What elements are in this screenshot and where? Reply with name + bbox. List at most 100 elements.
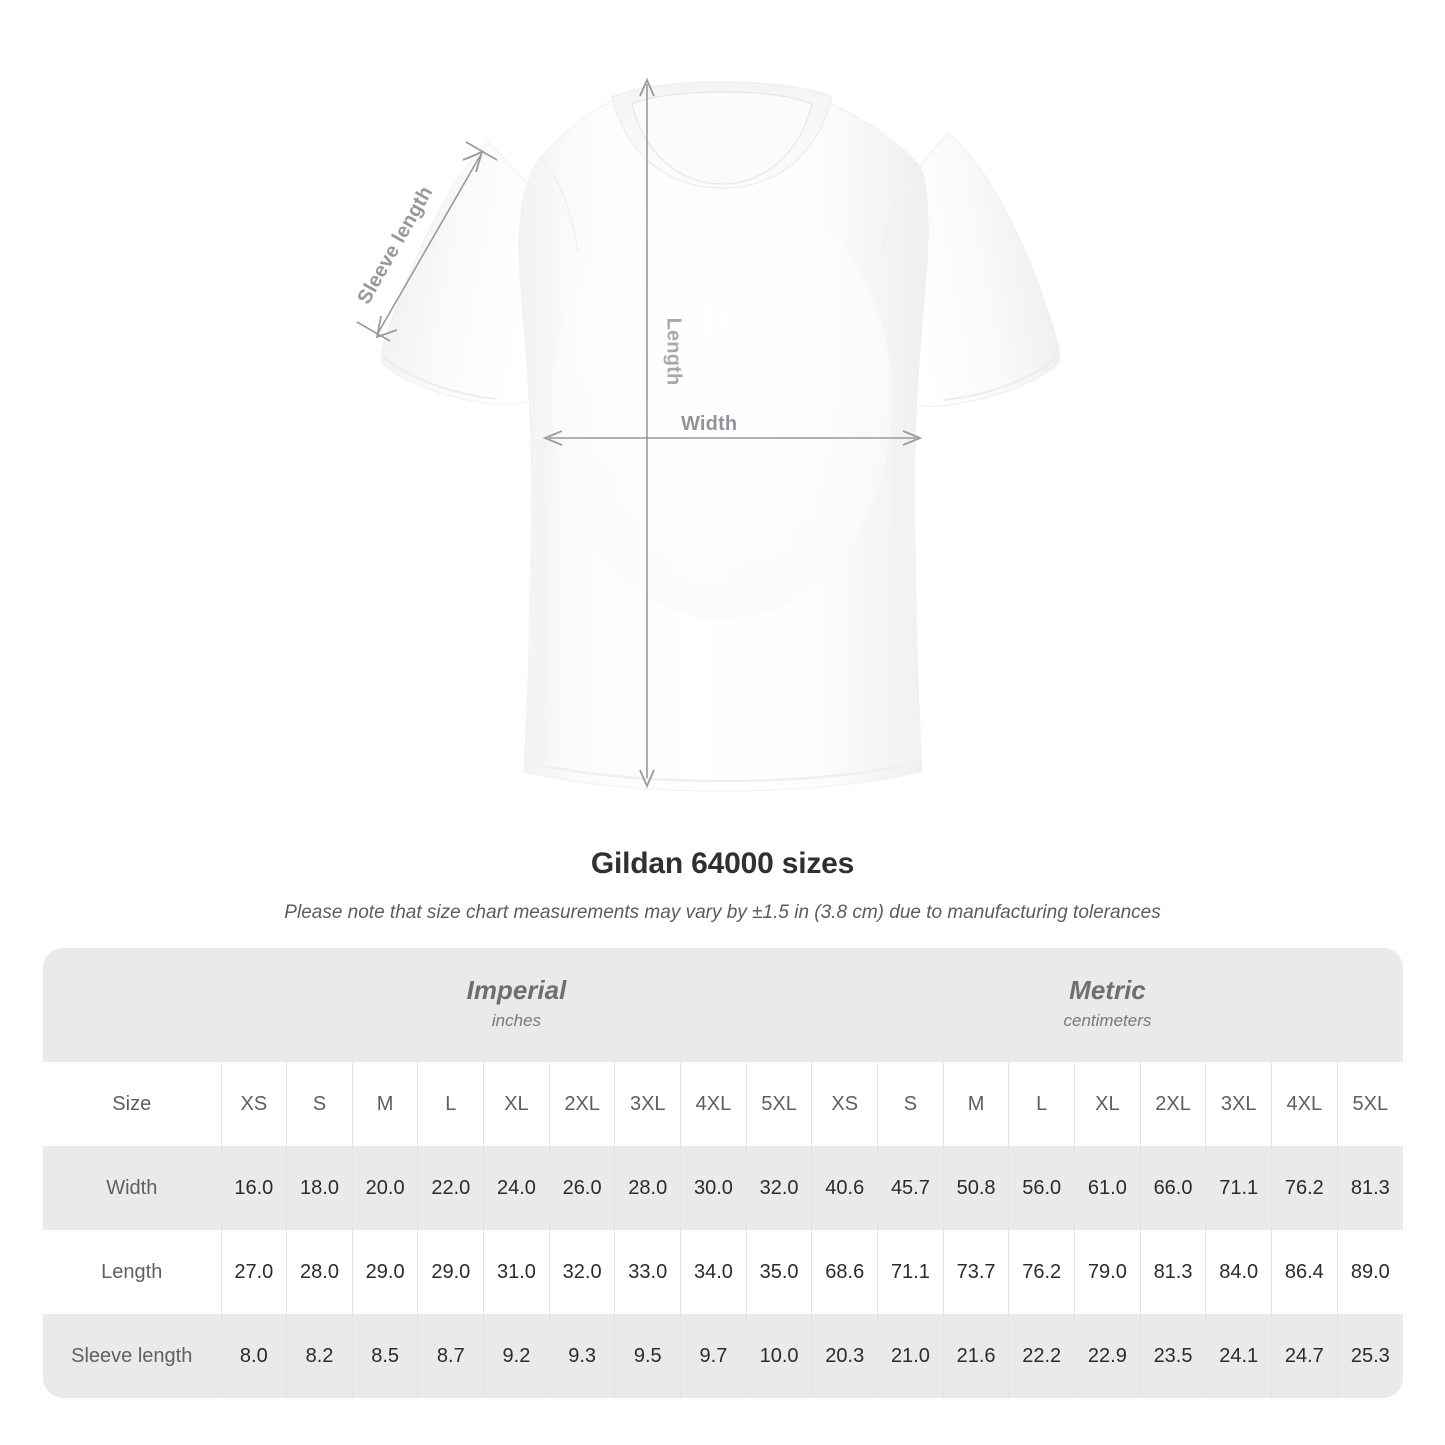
measurement-cell: 81.3 xyxy=(1336,1146,1403,1230)
size-header-cell: XL xyxy=(1074,1062,1141,1146)
measurement-cell: 79.0 xyxy=(1074,1230,1141,1314)
measurement-cell: 8.0 xyxy=(220,1314,287,1398)
size-header-cell: S xyxy=(877,1062,944,1146)
size-header-cell: L xyxy=(1008,1062,1075,1146)
size-header-cell: XS xyxy=(220,1062,287,1146)
size-header-cell: 2XL xyxy=(1139,1062,1206,1146)
size-header-cell: S xyxy=(286,1062,353,1146)
measurement-cell: 56.0 xyxy=(1008,1146,1075,1230)
measurement-cell: 31.0 xyxy=(483,1230,550,1314)
size-header-cell: 5XL xyxy=(1336,1062,1403,1146)
measurement-cell: 68.6 xyxy=(811,1230,878,1314)
row-label: Sleeve length xyxy=(43,1314,221,1398)
measurement-cell: 61.0 xyxy=(1074,1146,1141,1230)
measurement-cell: 76.2 xyxy=(1008,1230,1075,1314)
measurement-cell: 29.0 xyxy=(417,1230,484,1314)
title-block: Gildan 64000 sizes Please note that size… xyxy=(0,845,1445,925)
measurement-cell: 28.0 xyxy=(286,1230,353,1314)
measurement-cell: 28.0 xyxy=(614,1146,681,1230)
measurement-cell: 9.5 xyxy=(614,1314,681,1398)
table-corner-cell xyxy=(43,948,221,1062)
size-header-cell: XS xyxy=(811,1062,878,1146)
measurement-cell: 22.9 xyxy=(1074,1314,1141,1398)
measurement-cell: 35.0 xyxy=(745,1230,812,1314)
measurement-cell: 50.8 xyxy=(942,1146,1009,1230)
measurement-cell: 9.7 xyxy=(680,1314,747,1398)
garment-shape xyxy=(380,81,1061,792)
table-row: Width 16.0 18.0 20.0 22.0 24.0 26.0 28.0 30.0 32.… xyxy=(43,1146,1403,1230)
unit-group-name: Imperial xyxy=(466,975,567,1005)
size-header-cell: 4XL xyxy=(680,1062,747,1146)
length-dimension-label: Length xyxy=(662,317,685,386)
length-dimension-arrow xyxy=(639,77,655,789)
measurement-cell: 32.0 xyxy=(745,1146,812,1230)
unit-group-unit: inches xyxy=(491,1011,542,1030)
size-header-cell: 3XL xyxy=(614,1062,681,1146)
tshirt-diagram: Sleeve length Length Width xyxy=(353,77,1061,792)
measurement-cell: 10.0 xyxy=(745,1314,812,1398)
size-header-cell: M xyxy=(942,1062,1009,1146)
tshirt-illustration xyxy=(356,77,1061,792)
size-header-cell: 2XL xyxy=(548,1062,615,1146)
measurement-cell: 33.0 xyxy=(614,1230,681,1314)
size-header-cell: 3XL xyxy=(1205,1062,1272,1146)
page-title: Gildan 64000 sizes xyxy=(590,847,855,880)
measurement-cell: 21.6 xyxy=(942,1314,1009,1398)
unit-group-name: Metric xyxy=(1069,975,1146,1005)
measurement-cell: 22.0 xyxy=(417,1146,484,1230)
measurement-cell: 8.7 xyxy=(417,1314,484,1398)
dimension-lines xyxy=(356,77,923,789)
sleeve-length-dimension-arrow xyxy=(356,141,498,342)
row-label: Length xyxy=(43,1230,221,1314)
size-header-row: Size XS S M L XL 2XL 3XL 4XL 5XL XS S M L XL 2XL 3XL 4XL 5… xyxy=(43,1062,1403,1146)
measurement-cell: 66.0 xyxy=(1139,1146,1206,1230)
measurement-cell: 24.1 xyxy=(1205,1314,1272,1398)
measurement-cell: 29.0 xyxy=(351,1230,418,1314)
measurement-cell: 21.0 xyxy=(877,1314,944,1398)
unit-group-header-row: Imperial inches Metric centimeters xyxy=(43,948,1403,1062)
measurement-cell: 76.2 xyxy=(1271,1146,1338,1230)
measurement-cell: 26.0 xyxy=(548,1146,615,1230)
measurement-cell: 8.2 xyxy=(286,1314,353,1398)
measurement-cell: 89.0 xyxy=(1336,1230,1403,1314)
measurement-cell: 73.7 xyxy=(942,1230,1009,1314)
measurement-cell: 71.1 xyxy=(877,1230,944,1314)
measurement-cell: 9.3 xyxy=(548,1314,615,1398)
measurement-cell: 20.0 xyxy=(351,1146,418,1230)
unit-group-header-metric: Metric centimeters xyxy=(811,948,1403,1062)
row-label-size: Size xyxy=(43,1062,221,1146)
measurement-cell: 18.0 xyxy=(286,1146,353,1230)
measurement-cell: 20.3 xyxy=(811,1314,878,1398)
unit-group-unit: centimeters xyxy=(1063,1011,1152,1030)
size-header-cell: XL xyxy=(483,1062,550,1146)
measurement-cell: 22.2 xyxy=(1008,1314,1075,1398)
row-label: Width xyxy=(43,1146,221,1230)
measurement-cell: 84.0 xyxy=(1205,1230,1272,1314)
measurement-cell: 23.5 xyxy=(1139,1314,1206,1398)
measurement-cell: 8.5 xyxy=(351,1314,418,1398)
unit-group-header-imperial: Imperial inches xyxy=(221,948,812,1062)
measurement-cell: 9.2 xyxy=(483,1314,550,1398)
measurement-cell: 16.0 xyxy=(220,1146,287,1230)
tolerance-note: Please note that size chart measurements… xyxy=(284,902,1161,923)
width-dimension-label: Width xyxy=(681,413,738,435)
size-header-cell: 5XL xyxy=(745,1062,812,1146)
measurement-cell: 25.3 xyxy=(1336,1314,1403,1398)
width-dimension-arrow xyxy=(542,430,923,446)
measurement-cell: 71.1 xyxy=(1205,1146,1272,1230)
size-header-cell: 4XL xyxy=(1271,1062,1338,1146)
measurement-cell: 32.0 xyxy=(548,1230,615,1314)
size-header-cell: L xyxy=(417,1062,484,1146)
measurement-cell: 24.0 xyxy=(483,1146,550,1230)
measurement-cell: 40.6 xyxy=(811,1146,878,1230)
measurement-cell: 86.4 xyxy=(1271,1230,1338,1314)
measurement-cell: 30.0 xyxy=(680,1146,747,1230)
size-chart-table: Imperial inches Metric centimeters Size XS S M L… xyxy=(43,948,1403,1398)
measurement-cell: 34.0 xyxy=(680,1230,747,1314)
table-row: Length 27.0 28.0 29.0 29.0 31.0 32.0 33.0 34.0 35… xyxy=(43,1230,1403,1314)
measurement-cell: 27.0 xyxy=(220,1230,287,1314)
table-row: Sleeve length 8.0 8.2 8.5 8.7 9.2 9.3 9.5 9.7 10.… xyxy=(43,1314,1403,1398)
size-chart-table-container: Imperial inches Metric centimeters Size XS S M L… xyxy=(43,948,1403,1399)
size-header-cell: M xyxy=(351,1062,418,1146)
measurement-cell: 24.7 xyxy=(1271,1314,1338,1398)
